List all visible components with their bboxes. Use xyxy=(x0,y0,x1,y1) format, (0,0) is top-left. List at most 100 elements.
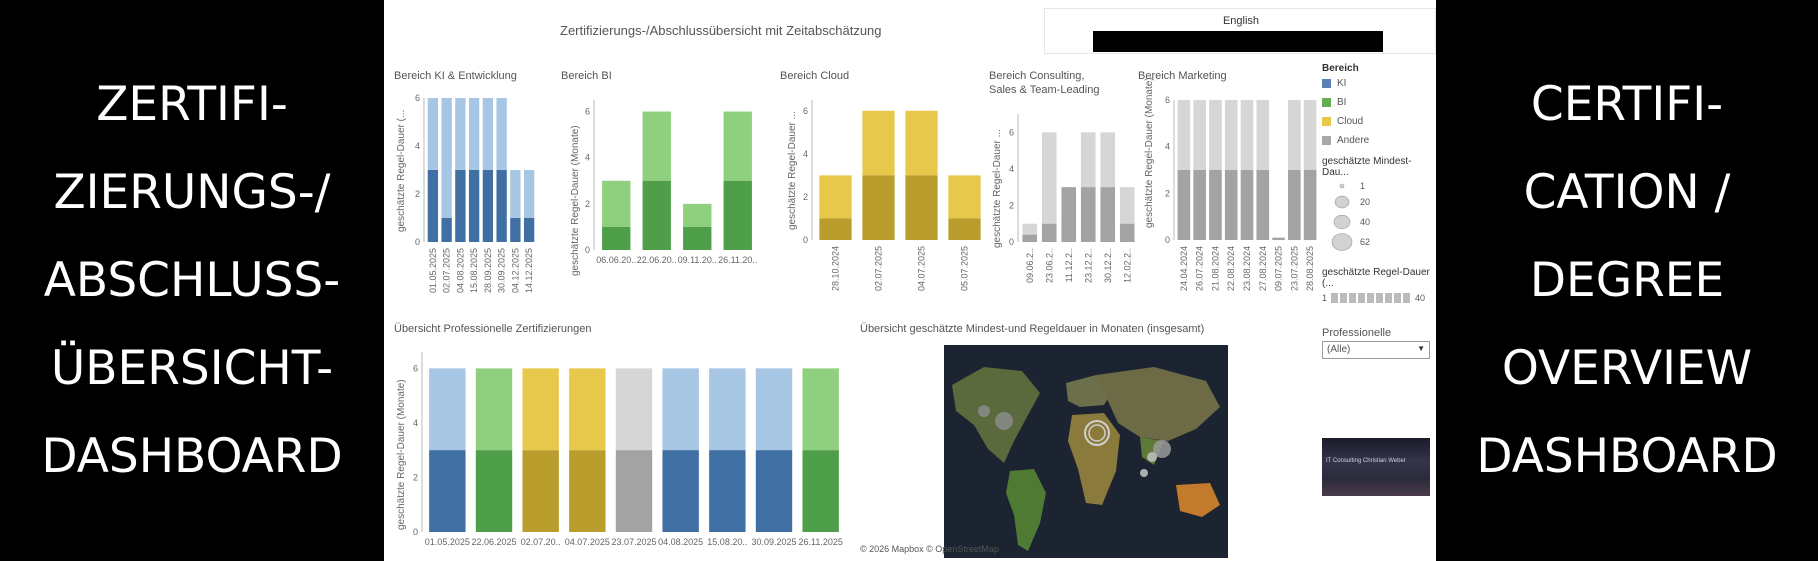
bar-segment-mindest[interactable] xyxy=(1061,187,1077,242)
bar-segment-regel[interactable] xyxy=(819,175,852,219)
bar-segment-regel[interactable] xyxy=(755,368,793,451)
bar-segment-regel[interactable] xyxy=(862,110,895,176)
map-credit[interactable]: © 2026 Mapbox © OpenStreetMap xyxy=(860,544,999,554)
bar-segment-mindest[interactable] xyxy=(709,450,746,532)
bar-segment-mindest[interactable] xyxy=(482,170,494,242)
bar-segment-regel[interactable] xyxy=(441,98,452,218)
bar-segment-mindest[interactable] xyxy=(1209,170,1222,240)
bar-segment-regel[interactable] xyxy=(510,170,521,218)
bar-segment-regel[interactable] xyxy=(905,110,938,176)
bar-segment-mindest[interactable] xyxy=(615,450,653,532)
bar-segment-mindest[interactable] xyxy=(1193,170,1206,240)
bar-segment-regel[interactable] xyxy=(475,368,513,451)
bar-segment-regel[interactable] xyxy=(482,98,494,170)
bar-segment-mindest[interactable] xyxy=(429,450,466,532)
bar-segment-mindest[interactable] xyxy=(723,180,752,250)
legend-item[interactable]: Cloud xyxy=(1322,112,1432,131)
bar-segment-mindest[interactable] xyxy=(455,170,466,242)
bar-segment-mindest[interactable] xyxy=(427,170,439,242)
chevron-down-icon[interactable]: ▼ xyxy=(1417,344,1425,353)
bar-segment-mindest[interactable] xyxy=(1080,187,1096,242)
bar-segment-mindest[interactable] xyxy=(1100,187,1116,242)
bar-segment-mindest[interactable] xyxy=(475,450,513,532)
bar-segment-mindest[interactable] xyxy=(1240,170,1254,240)
bar-segment-regel[interactable] xyxy=(802,368,839,451)
x-tick-label: 28.08.2025 xyxy=(1305,246,1315,291)
legend-item[interactable]: KI xyxy=(1322,74,1432,93)
bar-segment-mindest[interactable] xyxy=(522,450,559,532)
bar-segment-regel[interactable] xyxy=(429,368,466,451)
bar-segment-mindest[interactable] xyxy=(819,218,852,240)
right-heading-line: DASHBOARD xyxy=(1476,428,1778,484)
panel-title-ki: Bereich KI & Entwicklung xyxy=(394,70,517,82)
bar-segment-mindest[interactable] xyxy=(602,226,631,250)
right-heading: CERTIFI- CATION / DEGREE OVERVIEW DASHBO… xyxy=(1436,0,1818,561)
bar-segment-mindest[interactable] xyxy=(1041,223,1057,242)
bar-segment-regel[interactable] xyxy=(642,111,671,181)
bar-segment-regel[interactable] xyxy=(1209,100,1222,170)
bar-segment-regel[interactable] xyxy=(468,98,480,170)
bar-segment-mindest[interactable] xyxy=(683,226,712,250)
bar-segment-regel[interactable] xyxy=(1288,100,1301,170)
bar-segment-mindest[interactable] xyxy=(441,218,452,242)
bar-segment-regel[interactable] xyxy=(569,368,606,451)
bar-segment-regel[interactable] xyxy=(1240,100,1254,170)
bar-segment-regel[interactable] xyxy=(1193,100,1206,170)
bar-segment-mindest[interactable] xyxy=(802,450,839,532)
bar-segment-regel[interactable] xyxy=(1177,100,1191,170)
legend-item[interactable]: Andere xyxy=(1322,131,1432,150)
legend-item[interactable]: BI xyxy=(1322,93,1432,112)
bar-segment-regel[interactable] xyxy=(709,368,746,451)
bar-segment-regel[interactable] xyxy=(1022,223,1038,235)
size-legend-label: 62 xyxy=(1360,237,1370,247)
bar-segment-mindest[interactable] xyxy=(510,218,521,242)
bar-segment-mindest[interactable] xyxy=(468,170,480,242)
bar-segment-regel[interactable] xyxy=(496,98,507,170)
bar-segment-regel[interactable] xyxy=(683,203,712,227)
bar-segment-mindest[interactable] xyxy=(1177,170,1191,240)
bar-segment-mindest[interactable] xyxy=(642,180,671,250)
bar-segment-regel[interactable] xyxy=(948,175,981,219)
bar-segment-regel[interactable] xyxy=(723,111,752,181)
bar-segment-mindest[interactable] xyxy=(755,450,793,532)
bar-segment-regel[interactable] xyxy=(602,180,631,227)
bar-segment-regel[interactable] xyxy=(1224,100,1238,170)
bar-segment-mindest[interactable] xyxy=(1022,234,1038,242)
bar-segment-mindest[interactable] xyxy=(1303,170,1317,240)
bar-segment-mindest[interactable] xyxy=(1288,170,1301,240)
chart-consulting: 0 2 4 6 09.06.2.. 23.06.2.. 11.12.2.. 23.12.2..… xyxy=(1009,114,1135,283)
bar-segment-regel[interactable] xyxy=(522,368,559,451)
bar-segment-mindest[interactable] xyxy=(1119,223,1135,242)
bar-segment-mindest[interactable] xyxy=(569,450,606,532)
bar-segment-mindest[interactable] xyxy=(948,218,981,240)
language-switch[interactable]: English xyxy=(1044,8,1436,54)
bar-segment-mindest[interactable] xyxy=(496,170,507,242)
bar-segment-regel[interactable] xyxy=(1080,132,1096,188)
bar-segment-regel[interactable] xyxy=(1041,132,1057,224)
language-label[interactable]: English xyxy=(1222,15,1260,27)
certificate-filter-select[interactable]: (Alle) ▼ xyxy=(1322,341,1430,359)
bar-segment-regel[interactable] xyxy=(455,98,466,170)
bar-segment-regel[interactable] xyxy=(1256,100,1270,170)
bar-segment-regel[interactable] xyxy=(662,368,699,451)
bar-segment-mindest[interactable] xyxy=(523,218,535,242)
y-tick-label: 6 xyxy=(413,363,418,373)
bar-segment-regel[interactable] xyxy=(1303,100,1317,170)
size-legend-marker xyxy=(1331,233,1353,251)
y-axis-label-consulting: geschätzte Regel-Dauer ... xyxy=(992,129,1003,248)
chart-ki: 0 2 4 6 01.05.2025 02.07.2025 04.08.2025 15.08.… xyxy=(415,94,535,293)
bar-segment-mindest[interactable] xyxy=(1224,170,1238,240)
bar-segment-regel[interactable] xyxy=(427,98,439,170)
bar-segment-mindest[interactable] xyxy=(1256,170,1270,240)
bar-segment-regel[interactable] xyxy=(1100,132,1116,188)
bar-segment-mindest[interactable] xyxy=(1272,237,1285,240)
bar-segment-mindest[interactable] xyxy=(862,175,895,240)
bar-segment-mindest[interactable] xyxy=(905,175,938,240)
bar-segment-mindest[interactable] xyxy=(662,450,699,532)
bar-segment-regel[interactable] xyxy=(523,170,535,218)
bar-segment-regel[interactable] xyxy=(1119,187,1135,224)
x-tick-label: 21.08.2024 xyxy=(1210,246,1220,291)
world-map[interactable] xyxy=(944,345,1228,558)
bar-segment-regel[interactable] xyxy=(615,368,653,451)
y-axis-label-cloud: geschätzte Regel-Dauer ... xyxy=(787,111,798,230)
